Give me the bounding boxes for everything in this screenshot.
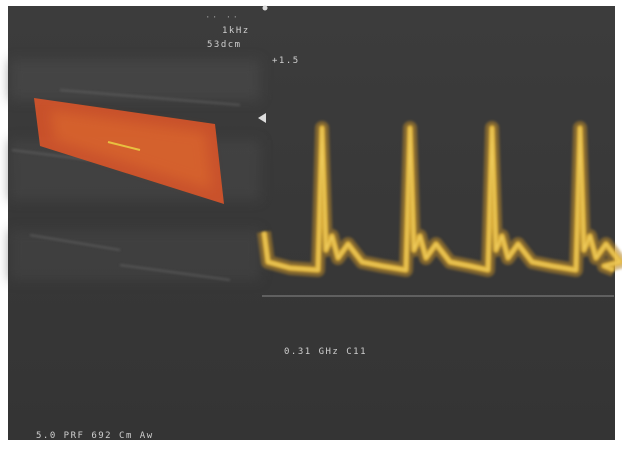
frequency-text: 1kHz — [222, 26, 250, 36]
probe-marker — [263, 6, 268, 11]
ultrasound-screen: ·· ·· 1kHz 53dcm +1.5 0.31 GHz C11 5.0 P… — [0, 0, 622, 448]
gain-text: +1.5 — [272, 56, 300, 66]
scale-text: 0.31 GHz C11 — [284, 347, 367, 357]
depth-text: 53dcm — [207, 40, 242, 50]
footer-text: 5.0 PRF 692 Cm Aw — [36, 431, 154, 441]
header-text: ·· ·· — [205, 13, 240, 23]
page: ·· ·· 1kHz 53dcm +1.5 0.31 GHz C11 5.0 P… — [0, 0, 622, 448]
tissue-band — [10, 60, 260, 100]
